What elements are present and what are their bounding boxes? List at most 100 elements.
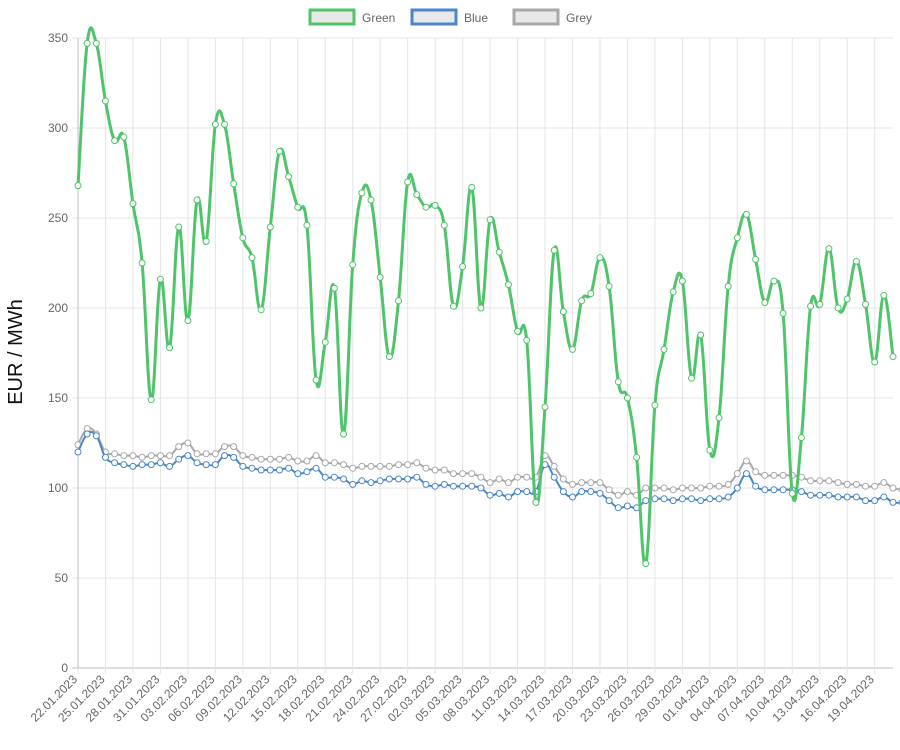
data-point-green[interactable] <box>111 137 119 145</box>
data-point-green[interactable] <box>605 282 613 290</box>
data-point-green[interactable] <box>147 396 155 404</box>
data-point-grey[interactable] <box>285 453 293 461</box>
data-point-green[interactable] <box>550 246 558 254</box>
data-point-grey[interactable] <box>559 475 567 483</box>
data-point-grey[interactable] <box>889 484 897 492</box>
data-point-blue[interactable] <box>303 468 311 476</box>
data-point-blue[interactable] <box>340 475 348 483</box>
data-point-green[interactable] <box>404 178 412 186</box>
data-point-grey[interactable] <box>147 452 155 460</box>
data-point-green[interactable] <box>202 237 210 245</box>
data-point-grey[interactable] <box>449 470 457 478</box>
data-point-grey[interactable] <box>660 484 668 492</box>
data-point-blue[interactable] <box>147 461 155 469</box>
data-point-green[interactable] <box>83 39 91 47</box>
data-point-green[interactable] <box>395 297 403 305</box>
data-point-green[interactable] <box>862 300 870 308</box>
data-point-grey[interactable] <box>275 455 283 463</box>
data-point-green[interactable] <box>193 196 201 204</box>
data-point-blue[interactable] <box>129 462 137 470</box>
data-point-green[interactable] <box>678 277 686 285</box>
data-point-grey[interactable] <box>431 466 439 474</box>
legend[interactable]: Green Blue Grey <box>308 8 592 26</box>
data-point-blue[interactable] <box>468 482 476 490</box>
data-point-grey[interactable] <box>669 486 677 494</box>
data-point-grey[interactable] <box>578 479 586 487</box>
data-point-blue[interactable] <box>578 488 586 496</box>
data-point-green[interactable] <box>669 288 677 296</box>
data-point-grey[interactable] <box>166 452 174 460</box>
data-point-green[interactable] <box>578 297 586 305</box>
data-point-blue[interactable] <box>358 477 366 485</box>
data-point-grey[interactable] <box>807 477 815 485</box>
data-point-green[interactable] <box>230 180 238 188</box>
data-point-blue[interactable] <box>257 466 265 474</box>
data-point-grey[interactable] <box>358 462 366 470</box>
data-point-blue[interactable] <box>312 464 320 472</box>
data-point-green[interactable] <box>495 248 503 256</box>
data-point-grey[interactable] <box>514 473 522 481</box>
data-point-grey[interactable] <box>312 452 320 460</box>
data-point-grey[interactable] <box>193 450 201 458</box>
data-point-green[interactable] <box>688 374 696 382</box>
data-point-blue[interactable] <box>834 493 842 501</box>
data-point-blue[interactable] <box>449 482 457 490</box>
data-point-green[interactable] <box>596 254 604 262</box>
data-point-grey[interactable] <box>770 471 778 479</box>
data-point-green[interactable] <box>761 299 769 307</box>
data-point-grey[interactable] <box>523 473 531 481</box>
legend-item-blue[interactable]: Blue <box>410 8 488 26</box>
data-point-blue[interactable] <box>184 452 192 460</box>
data-point-green[interactable] <box>468 183 476 191</box>
data-point-green[interactable] <box>367 196 375 204</box>
data-point-grey[interactable] <box>678 484 686 492</box>
data-point-blue[interactable] <box>285 464 293 472</box>
data-point-blue[interactable] <box>651 495 659 503</box>
data-point-green[interactable] <box>459 263 467 271</box>
data-point-blue[interactable] <box>807 491 815 499</box>
data-point-blue[interactable] <box>862 497 870 505</box>
data-point-green[interactable] <box>376 273 384 281</box>
data-point-grey[interactable] <box>239 452 247 460</box>
data-point-blue[interactable] <box>440 480 448 488</box>
data-point-green[interactable] <box>422 203 430 211</box>
data-point-blue[interactable] <box>83 430 91 438</box>
data-point-blue[interactable] <box>120 461 128 469</box>
data-point-green[interactable] <box>330 284 338 292</box>
data-point-blue[interactable] <box>642 497 650 505</box>
legend-swatch-grey[interactable] <box>512 8 560 26</box>
data-point-grey[interactable] <box>468 470 476 478</box>
data-point-green[interactable] <box>559 308 567 316</box>
data-point-green[interactable] <box>568 345 576 353</box>
data-point-blue[interactable] <box>871 497 879 505</box>
data-point-green[interactable] <box>175 223 183 231</box>
data-point-blue[interactable] <box>92 432 100 440</box>
data-point-grey[interactable] <box>211 450 219 458</box>
data-point-grey[interactable] <box>697 484 705 492</box>
data-point-green[interactable] <box>303 221 311 229</box>
data-point-green[interactable] <box>340 430 348 438</box>
data-point-green[interactable] <box>92 39 100 47</box>
data-point-blue[interactable] <box>413 473 421 481</box>
data-point-grey[interactable] <box>257 455 265 463</box>
data-point-grey[interactable] <box>871 482 879 490</box>
data-point-grey[interactable] <box>184 439 192 447</box>
data-point-green[interactable] <box>724 282 732 290</box>
data-point-green[interactable] <box>74 182 82 190</box>
data-point-green[interactable] <box>642 560 650 568</box>
data-point-blue[interactable] <box>669 497 677 505</box>
data-point-blue[interactable] <box>221 452 229 460</box>
data-point-grey[interactable] <box>495 475 503 483</box>
data-point-blue[interactable] <box>193 459 201 467</box>
data-point-blue[interactable] <box>688 495 696 503</box>
data-point-green[interactable] <box>514 327 522 335</box>
data-point-blue[interactable] <box>138 461 146 469</box>
data-point-blue[interactable] <box>202 461 210 469</box>
data-point-green[interactable] <box>248 254 256 262</box>
data-point-blue[interactable] <box>349 480 357 488</box>
data-point-grey[interactable] <box>349 464 357 472</box>
data-point-blue[interactable] <box>779 486 787 494</box>
data-point-green[interactable] <box>871 358 879 366</box>
data-point-blue[interactable] <box>523 488 531 496</box>
data-point-grey[interactable] <box>230 443 238 451</box>
